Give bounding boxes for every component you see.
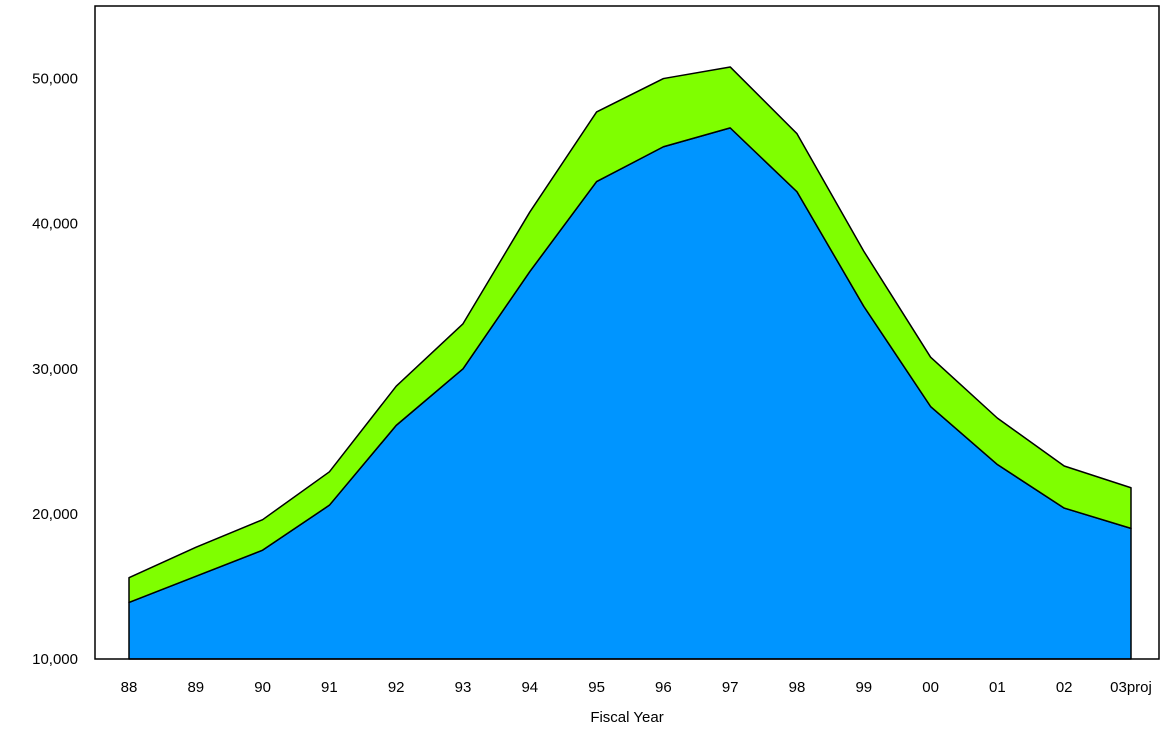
x-tick-label: 02 — [1056, 679, 1073, 696]
x-tick-label: 88 — [121, 679, 138, 696]
x-tick-label: 01 — [989, 679, 1006, 696]
x-tick-label: 90 — [254, 679, 271, 696]
y-axis: 10,000 20,000 30,000 40,000 50,000 — [32, 71, 78, 668]
x-tick-label: 91 — [321, 679, 338, 696]
y-tick-label: 10,000 — [32, 651, 78, 668]
areas-layer — [128, 66, 1132, 660]
x-tick-label: 94 — [521, 679, 538, 696]
x-tick-label: 98 — [789, 679, 806, 696]
plot-frame — [94, 5, 1160, 660]
x-tick-label: 92 — [388, 679, 405, 696]
y-tick-label: 40,000 — [32, 216, 78, 233]
x-tick-label: 97 — [722, 679, 739, 696]
x-tick-label: 95 — [588, 679, 605, 696]
area-series-2 — [128, 66, 1132, 604]
area-series-1 — [128, 127, 1132, 660]
x-tick-label: 93 — [455, 679, 472, 696]
x-tick-label: 00 — [922, 679, 939, 696]
y-tick-label: 20,000 — [32, 506, 78, 523]
y-tick-label: 30,000 — [32, 361, 78, 378]
x-axis-title: Fiscal Year — [590, 709, 663, 726]
x-tick-label: 96 — [655, 679, 672, 696]
x-tick-label: 89 — [187, 679, 204, 696]
x-axis: 88 89 90 91 92 93 94 95 96 97 98 99 00 01 02 03proj — [121, 679, 1152, 696]
x-tick-label: 03proj — [1110, 679, 1152, 696]
y-tick-label: 50,000 — [32, 71, 78, 88]
x-tick-label: 99 — [855, 679, 872, 696]
